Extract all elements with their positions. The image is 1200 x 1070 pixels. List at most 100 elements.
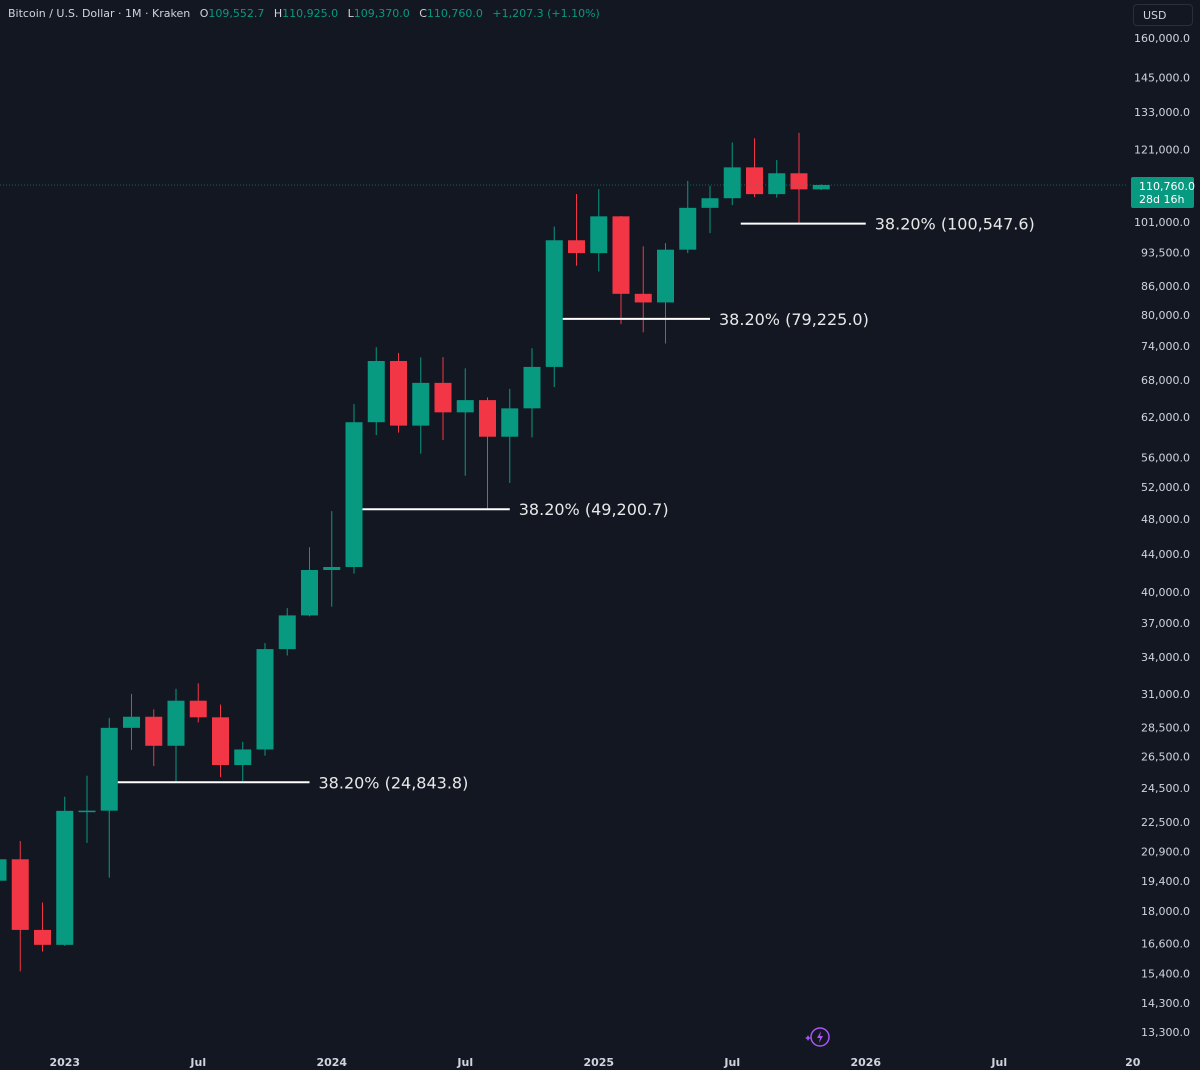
candle[interactable] xyxy=(278,608,296,656)
price-tick-label: 145,000.0 xyxy=(1134,71,1190,84)
candle-body xyxy=(212,717,229,766)
candle[interactable] xyxy=(456,368,474,476)
low-value: 109,370.0 xyxy=(353,7,410,20)
price-tick-label: 48,000.0 xyxy=(1141,513,1190,526)
price-tick-label: 80,000.0 xyxy=(1141,309,1190,322)
price-tick-label: 15,400.0 xyxy=(1141,967,1190,980)
price-tick-label: 93,500.0 xyxy=(1141,247,1190,260)
candle[interactable] xyxy=(746,138,763,198)
price-tag: 110,760.0 28d 16h xyxy=(1131,177,1195,208)
candle[interactable] xyxy=(256,643,274,756)
candle-body xyxy=(679,207,697,250)
candle[interactable] xyxy=(123,693,140,750)
candle[interactable] xyxy=(790,132,808,224)
symbol-legend: Bitcoin / U.S. Dollar · 1M · Kraken O 109… xyxy=(8,7,600,20)
candle[interactable] xyxy=(812,184,830,191)
candle[interactable] xyxy=(345,404,363,574)
candle[interactable] xyxy=(34,902,51,952)
candle-body xyxy=(301,570,318,616)
price-tick-label: 22,500.0 xyxy=(1141,816,1190,829)
candle[interactable] xyxy=(612,215,630,325)
candle[interactable] xyxy=(723,142,741,206)
candle-body xyxy=(167,700,185,746)
candle[interactable] xyxy=(479,397,496,510)
open-label: O xyxy=(199,7,209,20)
candle-body xyxy=(746,167,763,195)
candle[interactable] xyxy=(657,243,674,344)
candle[interactable] xyxy=(145,709,163,767)
fib-levels-layer: 38.20% (24,843.8) 38.20% (49,200.7) 38.20%… xyxy=(117,215,1035,792)
price-tick-label: 40,000.0 xyxy=(1141,586,1190,599)
fib-label: 38.20% (79,225.0) xyxy=(719,310,869,329)
candle[interactable] xyxy=(212,704,229,778)
candle[interactable] xyxy=(301,547,318,617)
fib-level[interactable]: 38.20% (24,843.8) xyxy=(117,773,469,792)
candle-body xyxy=(545,240,563,367)
candle[interactable] xyxy=(167,688,185,783)
candle-body xyxy=(345,422,363,567)
candle[interactable] xyxy=(545,226,563,388)
change-value: +1,207.3 (+1.10%) xyxy=(492,7,600,20)
price-tag-price: 110,760.0 xyxy=(1139,180,1195,193)
candle[interactable] xyxy=(11,840,29,972)
candle-body xyxy=(367,360,385,423)
candle[interactable] xyxy=(501,388,519,483)
fib-level[interactable]: 38.20% (79,225.0) xyxy=(562,310,869,329)
fib-level[interactable]: 38.20% (49,200.7) xyxy=(362,500,669,519)
time-axis[interactable]: 2023 Jul 2024 Jul 2025 Jul 2026 Jul 20 xyxy=(49,1056,1140,1069)
candle-body xyxy=(723,167,741,199)
candle[interactable] xyxy=(56,796,74,946)
candle[interactable] xyxy=(323,511,341,607)
candle-body xyxy=(412,382,430,426)
fib-level[interactable]: 38.20% (100,547.6) xyxy=(740,215,1035,234)
candle-body xyxy=(790,173,808,190)
candles-layer xyxy=(0,132,830,972)
symbol-title[interactable]: Bitcoin / U.S. Dollar · 1M · Kraken xyxy=(8,7,191,20)
price-tick-label: 28,500.0 xyxy=(1141,721,1190,734)
price-tag-countdown: 28d 16h xyxy=(1139,193,1184,206)
candle[interactable] xyxy=(78,775,96,843)
price-tick-label: 26,500.0 xyxy=(1141,750,1190,763)
time-tick-label: Jul xyxy=(189,1056,206,1069)
candle-body xyxy=(145,716,163,746)
candle-body xyxy=(523,366,541,409)
candle[interactable] xyxy=(367,347,385,436)
candle[interactable] xyxy=(434,357,452,441)
price-tick-label: 74,000.0 xyxy=(1141,340,1190,353)
candle[interactable] xyxy=(189,683,207,723)
candle[interactable] xyxy=(100,717,118,878)
time-tick-label: Jul xyxy=(456,1056,473,1069)
currency-button[interactable]: USD xyxy=(1133,4,1193,26)
candle[interactable] xyxy=(412,357,430,454)
time-tick-label: Jul xyxy=(990,1056,1007,1069)
price-axis[interactable]: 160,000.0 145,000.0 133,000.0 121,000.0 101,… xyxy=(1134,32,1190,1039)
price-tick-label: 101,000.0 xyxy=(1134,216,1190,229)
candle[interactable] xyxy=(0,850,7,907)
candle[interactable] xyxy=(679,180,697,254)
candle-body xyxy=(100,727,118,811)
high-value: 110,925.0 xyxy=(282,7,339,20)
price-tick-label: 20,900.0 xyxy=(1141,845,1190,858)
time-tick-label: 2026 xyxy=(850,1056,881,1069)
price-tag-box xyxy=(1131,177,1194,208)
candle[interactable] xyxy=(568,193,585,266)
candle[interactable] xyxy=(390,352,407,433)
time-tick-label: 2025 xyxy=(583,1056,614,1069)
price-tick-label: 160,000.0 xyxy=(1134,32,1190,45)
candle-body xyxy=(612,216,630,294)
candle[interactable] xyxy=(701,185,719,234)
candle-body xyxy=(234,749,252,766)
candle[interactable] xyxy=(768,160,786,198)
price-tick-label: 24,500.0 xyxy=(1141,782,1190,795)
candle[interactable] xyxy=(234,741,252,782)
candle-body xyxy=(256,649,274,750)
candle-body xyxy=(0,859,7,881)
candle[interactable] xyxy=(590,189,608,272)
high-label: H xyxy=(273,7,283,20)
candle[interactable] xyxy=(523,348,541,438)
fib-label: 38.20% (24,843.8) xyxy=(319,773,469,792)
time-tick-label: Jul xyxy=(723,1056,740,1069)
lightning-sparkle-icon[interactable] xyxy=(805,1027,830,1047)
candle-body xyxy=(78,810,96,813)
